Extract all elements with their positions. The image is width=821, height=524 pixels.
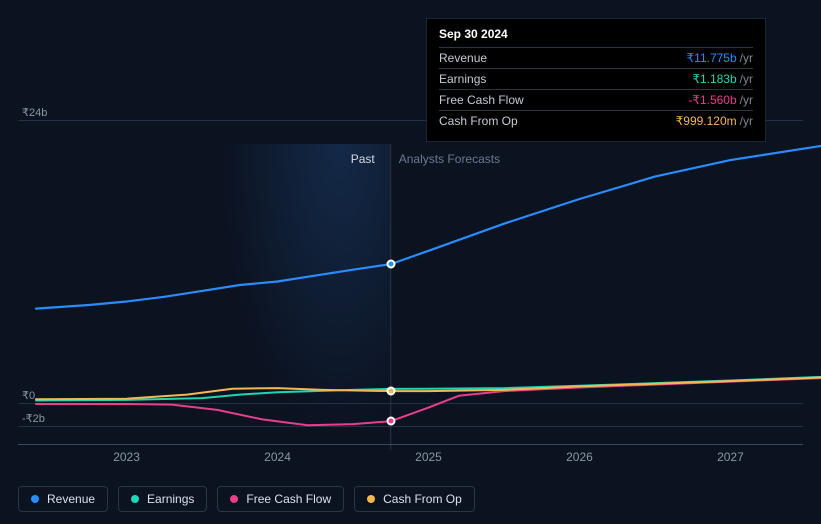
legend-item-label: Cash From Op bbox=[383, 492, 462, 506]
tooltip-row: Free Cash Flow -₹1.560b/yr bbox=[439, 89, 753, 110]
legend-dot-icon bbox=[31, 495, 39, 503]
legend-item-free-cash-flow[interactable]: Free Cash Flow bbox=[217, 486, 344, 512]
tooltip-row-label: Free Cash Flow bbox=[439, 93, 524, 107]
tooltip-row: Cash From Op ₹999.120m/yr bbox=[439, 110, 753, 131]
marker-cash-from-op bbox=[386, 387, 395, 396]
legend-item-label: Earnings bbox=[147, 492, 194, 506]
chart-legend: Revenue Earnings Free Cash Flow Cash From O… bbox=[18, 486, 475, 512]
tooltip-row: Revenue ₹11.775b/yr bbox=[439, 47, 753, 68]
x-tick-label: 2027 bbox=[717, 450, 744, 464]
tooltip-row-value: ₹1.183b/yr bbox=[692, 72, 753, 86]
chart-tooltip: Sep 30 2024 Revenue ₹11.775b/yr Earnings ₹1… bbox=[426, 18, 766, 142]
marker-revenue bbox=[386, 260, 395, 269]
legend-dot-icon bbox=[131, 495, 139, 503]
legend-item-earnings[interactable]: Earnings bbox=[118, 486, 207, 512]
tooltip-row: Earnings ₹1.183b/yr bbox=[439, 68, 753, 89]
series-line-free-cash-flow bbox=[36, 378, 821, 425]
legend-item-label: Free Cash Flow bbox=[246, 492, 331, 506]
legend-item-revenue[interactable]: Revenue bbox=[18, 486, 108, 512]
tooltip-row-value: ₹11.775b/yr bbox=[687, 51, 753, 65]
x-tick-label: 2025 bbox=[415, 450, 442, 464]
legend-item-label: Revenue bbox=[47, 492, 95, 506]
tooltip-row-label: Earnings bbox=[439, 72, 486, 86]
x-tick-label: 2023 bbox=[113, 450, 140, 464]
x-axis-baseline bbox=[18, 444, 803, 445]
x-tick-label: 2026 bbox=[566, 450, 593, 464]
tooltip-row-value: -₹1.560b/yr bbox=[688, 93, 753, 107]
tooltip-row-value: ₹999.120m/yr bbox=[676, 114, 753, 128]
tooltip-row-label: Cash From Op bbox=[439, 114, 518, 128]
tooltip-row-label: Revenue bbox=[439, 51, 487, 65]
legend-item-cash-from-op[interactable]: Cash From Op bbox=[354, 486, 475, 512]
legend-dot-icon bbox=[230, 495, 238, 503]
x-tick-label: 2024 bbox=[264, 450, 291, 464]
legend-dot-icon bbox=[367, 495, 375, 503]
tooltip-title: Sep 30 2024 bbox=[439, 27, 753, 47]
series-line-revenue bbox=[36, 146, 821, 309]
marker-free-cash-flow bbox=[386, 417, 395, 426]
